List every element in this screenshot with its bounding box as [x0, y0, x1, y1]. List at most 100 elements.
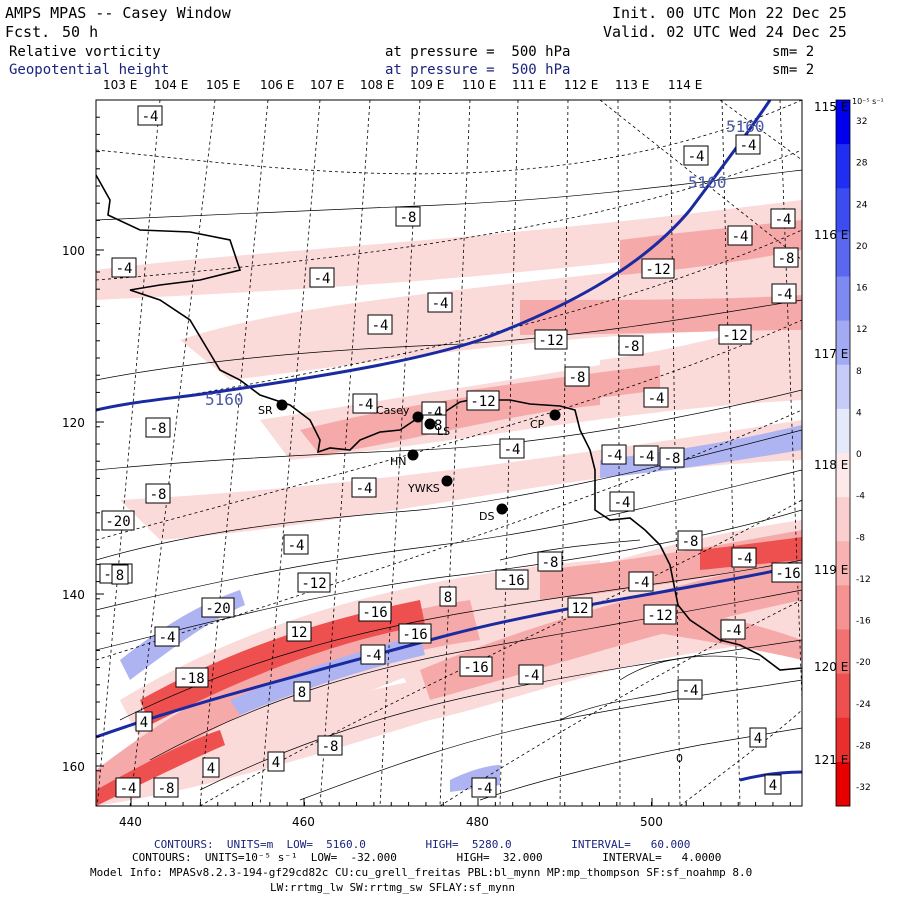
vorticity-label: -16	[358, 601, 392, 622]
station-name: LS	[437, 425, 450, 438]
vorticity-label-text: -8	[400, 210, 417, 226]
y-tick-label: 100	[62, 244, 85, 258]
colorbar-tick-label: -4	[856, 492, 865, 502]
vorticity-label-box	[633, 445, 659, 466]
vorticity-label-box	[771, 283, 797, 304]
vorticity-label-text: -4	[775, 212, 792, 228]
vorticity-label: 8	[293, 681, 311, 702]
vorticity-label: -4	[628, 571, 654, 592]
vorticity-label-text: -4	[523, 668, 540, 684]
vorticity-label-text: -4	[776, 287, 793, 303]
colorbar-tick-label: -16	[856, 617, 871, 627]
vorticity-label-text: -4	[633, 575, 650, 591]
field2-level: at pressure = 500 hPa	[385, 62, 571, 78]
colorbar-tick-label: 8	[856, 367, 862, 377]
vorticity-label: -8	[395, 206, 421, 227]
colorbar-swatch	[836, 453, 850, 498]
vorticity-label: -16	[459, 656, 493, 677]
station-name: Casey	[376, 404, 410, 417]
vorticity-label-text: -8	[542, 555, 559, 571]
colorbar-swatch	[836, 188, 850, 233]
vorticity-label: -4	[154, 626, 180, 647]
colorbar: 32 28 24 20 16 12 8 4 0 -4 -8 -12 -16 -20 -24 -28 -32 10⁻…	[835, 97, 884, 807]
vorticity-label-box	[153, 777, 179, 798]
vorticity-label: -4	[735, 134, 761, 155]
colorbar-tick-label: 4	[856, 408, 862, 418]
colorbar-swatch	[836, 364, 850, 410]
vorticity-label-text: -12	[647, 608, 672, 624]
vorticity-label: -4	[283, 534, 309, 555]
map-content: 5160 5160 5160 -4-4-4-8-4-4-4-4-8-4-12-4…	[96, 100, 802, 806]
vorticity-label-box	[317, 735, 343, 756]
vorticity-label-box	[145, 483, 171, 504]
vorticity-label-text: -20	[105, 514, 130, 530]
vorticity-label-text: 12	[291, 625, 308, 641]
vorticity-label-text: 12	[572, 601, 589, 617]
vorticity-label-box	[641, 258, 675, 279]
vorticity-label: -4	[499, 438, 525, 459]
colorbar-swatch	[836, 408, 850, 454]
vorticity-label: -8	[537, 551, 563, 572]
station-name: CP	[530, 418, 545, 431]
vorticity-label-box	[111, 564, 129, 585]
vorticity-label-box	[358, 601, 392, 622]
vorticity-label: 4	[135, 711, 153, 732]
field1-smoothing: sm= 2	[772, 44, 815, 60]
vorticity-label-text: 4	[207, 761, 215, 777]
colorbar-tick-label: -12	[856, 575, 871, 585]
height-label: 5160	[688, 173, 727, 192]
vorticity-label: 4	[749, 727, 767, 748]
vorticity-label-text: -4	[606, 448, 623, 464]
vorticity-label: -4	[720, 619, 746, 640]
vorticity-label: -12	[641, 258, 675, 279]
vorticity-contour-lines	[96, 169, 802, 801]
y-tick-label: 120	[62, 416, 85, 430]
vorticity-label-box	[537, 551, 563, 572]
vorticity-label: -20	[201, 597, 235, 618]
vorticity-label: -18	[175, 667, 209, 688]
vorticity-label: -12	[466, 390, 500, 411]
colorbar-tick-label: -28	[856, 741, 871, 751]
vorticity-label-box	[518, 664, 544, 685]
vorticity-label-box	[659, 447, 685, 468]
field1-level: at pressure = 500 hPa	[385, 44, 571, 60]
top-lon-label: 103 E	[103, 78, 138, 92]
vorticity-label-text: -16	[463, 660, 488, 676]
station-name: DS	[479, 510, 494, 523]
vorticity-label: 12	[286, 621, 312, 642]
vorticity-label-text: -4	[314, 271, 331, 287]
top-lon-label: 107 E	[310, 78, 345, 92]
colorbar-tick-label: -24	[856, 700, 871, 710]
vorticity-label-box	[683, 145, 709, 166]
vorticity-label-text: -12	[301, 576, 326, 592]
vorticity-label-box	[771, 562, 802, 583]
y-tick-label: 160	[62, 760, 85, 774]
colorbar-swatch	[836, 585, 850, 630]
vorticity-label: -8	[564, 366, 590, 387]
valid-time: Valid. 02 UTC Wed 24 Dec 25	[603, 23, 847, 41]
vorticity-label-text: -4	[116, 261, 133, 277]
vorticity-label: -20	[101, 510, 135, 531]
top-lon-label: 114 E	[668, 78, 703, 92]
field2-name: Geopotential height	[9, 62, 170, 78]
vorticity-label-box	[564, 366, 590, 387]
vorticity-label-text: -12	[645, 262, 670, 278]
footer-physics: LW:rrtmg_lw SW:rrtmg_sw SFLAY:sf_mynn	[270, 881, 516, 894]
colorbar-swatch	[836, 232, 850, 277]
vorticity-label-text: -20	[205, 601, 230, 617]
vorticity-label-box	[764, 774, 782, 795]
top-lon-label: 106 E	[260, 78, 295, 92]
colorbar-tick-label: -8	[856, 533, 865, 543]
vorticity-label-text: -4	[740, 138, 757, 154]
colorbar-tick-label: -32	[856, 783, 871, 793]
vorticity-label-box	[720, 619, 746, 640]
vorticity-label-box	[427, 292, 453, 313]
right-lon-label: 119 E	[814, 563, 849, 577]
vorticity-label-box	[351, 477, 377, 498]
vorticity-label-text: 4	[754, 731, 762, 747]
vorticity-label-text: -12	[470, 394, 495, 410]
vorticity-label: 8	[111, 564, 129, 585]
vorticity-label: -4	[609, 491, 635, 512]
